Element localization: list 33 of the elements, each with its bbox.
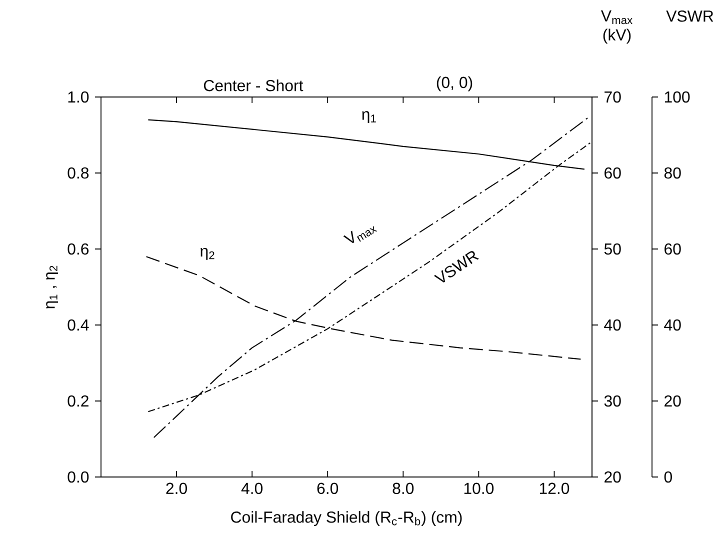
- y3-axis-title: VSWR: [666, 10, 714, 22]
- y-tick-label: 0.8: [68, 167, 89, 179]
- y-tick-label: 1.0: [68, 91, 89, 103]
- y2-tick-label: 40: [604, 319, 621, 331]
- y3-tick-label: 60: [664, 243, 681, 255]
- y2-tick-label: 60: [604, 167, 621, 179]
- y2-tick-label: 20: [604, 471, 621, 483]
- text: Center - Short: [204, 80, 304, 92]
- y-tick-label: 0.2: [68, 395, 88, 407]
- y3-tick-label: 80: [664, 167, 681, 179]
- y3-tick-label: 20: [664, 395, 681, 407]
- y3-tick-label: 100: [664, 91, 690, 103]
- y3-tick-label: 0: [664, 471, 672, 483]
- y3-tick-label: 40: [664, 319, 681, 331]
- y2-tick-label: 50: [604, 243, 621, 255]
- y-tick-label: 0.6: [68, 243, 89, 255]
- y-tick-label: 0.4: [68, 319, 89, 331]
- text: V$_{max}$: [343, 226, 378, 244]
- x-tick-label: 12.0: [540, 482, 570, 494]
- x-axis-title: Coil-Faraday Shield (R$_{c}$-R$_{b}$) (cm): [231, 511, 462, 526]
- y2-tick-label: 30: [604, 395, 621, 407]
- series-label: η$_{2}$: [200, 248, 214, 260]
- x-tick-label: 4.0: [241, 482, 263, 494]
- x-tick-label: 6.0: [317, 482, 338, 494]
- y-axis-title: η$_{1}$ , η$_{2}$: [46, 266, 58, 308]
- text: (0, 0): [436, 76, 472, 92]
- x-tick-label: 10.0: [464, 482, 494, 494]
- y2-tick-label: 70: [604, 91, 621, 103]
- y-tick-label: 0.0: [68, 471, 89, 483]
- x-tick-label: 8.0: [392, 482, 414, 494]
- y2-axis-title: V$_{max}$ (kV): [600, 10, 632, 44]
- series-label: η$_{1}$: [362, 111, 376, 124]
- x-tick-label: 2.0: [166, 482, 187, 494]
